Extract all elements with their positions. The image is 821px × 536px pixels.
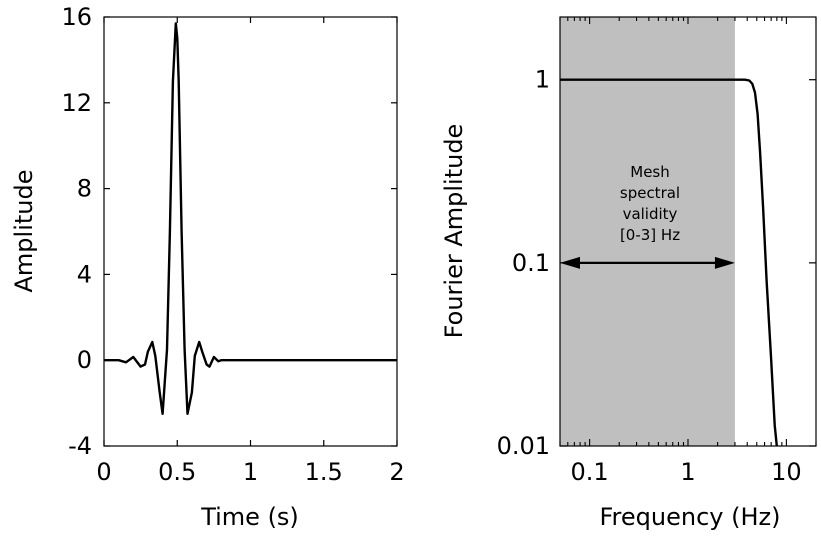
y-tick-label: 0.1 [512,249,550,277]
spectrum-line-layer [560,78,778,447]
x-tick-label: 1 [243,458,258,486]
annotation-line-1: Mesh [630,163,670,181]
y-axis-label-right: Fourier Amplitude [440,124,468,339]
x-tick-label: 0.5 [158,458,196,486]
annotation-line-3: validity [623,205,678,223]
x-tick-label: 0 [96,458,111,486]
y-tick-label: 16 [61,3,92,31]
annotation-line-4: [0-3] Hz [620,226,680,244]
y-tick-label: 0.01 [497,432,550,460]
validity-annotation: Mesh spectral validity [0-3] Hz [560,163,735,269]
x-tick-label: 2 [389,458,404,486]
y-tick-label: 1 [535,66,550,94]
x-axis-label-right: Frequency (Hz) [600,503,781,531]
time-series-line-layer [104,22,397,415]
x-axis-left: 0 0.5 1 1.5 2 [96,17,405,486]
x-axis-right: 0.1 1 10 [559,17,817,486]
fourier-spectrum-chart: Mesh spectral validity [0-3] Hz 0.1 1 10 0… [440,16,817,531]
x-tick-label: 1.5 [305,458,343,486]
series-line-0 [104,22,397,415]
y-tick-label: 4 [77,260,92,288]
x-tick-label: 0.1 [571,458,609,486]
y-tick-label: 12 [61,89,92,117]
series-line-0 [560,78,778,447]
x-tick-label: 1 [680,458,695,486]
annotation-line-2: spectral [620,184,680,202]
x-tick-label: 10 [771,458,802,486]
y-tick-label: 0 [77,346,92,374]
y-tick-label: 8 [77,175,92,203]
y-axis-label-left: Amplitude [10,170,38,293]
arrowhead-left [560,256,580,269]
y-tick-label: -4 [68,432,92,460]
plot-frame-left [103,16,398,447]
arrowhead-right [714,256,735,269]
spectral-validity-band [560,17,735,446]
y-axis-right: 0.01 0.1 1 [497,66,816,460]
y-axis-left: -4 0 4 8 12 16 [61,3,397,460]
x-axis-label-left: Time (s) [200,503,299,531]
